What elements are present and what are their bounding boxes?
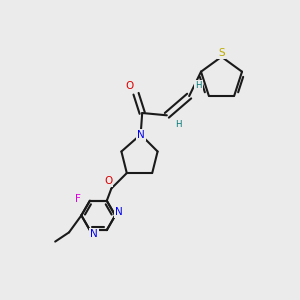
Text: N: N [115, 207, 123, 217]
Text: S: S [218, 48, 225, 58]
Text: N: N [90, 229, 98, 239]
Text: O: O [104, 176, 112, 186]
Text: H: H [175, 120, 182, 129]
Text: N: N [137, 130, 145, 140]
Text: H: H [195, 81, 202, 90]
Text: F: F [75, 194, 81, 204]
Text: O: O [126, 81, 134, 91]
